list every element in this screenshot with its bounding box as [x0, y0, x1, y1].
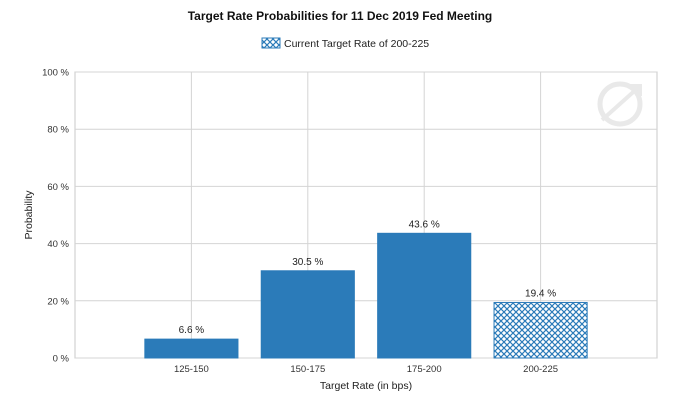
- legend: Current Target Rate of 200-225: [261, 37, 429, 50]
- data-label-200-225: 19.4 %: [525, 289, 556, 300]
- y-tick-label: 0 %: [53, 354, 70, 365]
- y-tick-label: 40 %: [47, 239, 69, 250]
- legend-label: Current Target Rate of 200-225: [284, 38, 429, 50]
- x-axis-ticks: 125-150 150-175 175-200 200-225: [174, 364, 558, 375]
- bar-150-175: [260, 270, 355, 359]
- x-tick-label: 150-175: [290, 364, 325, 375]
- watermark-logo-icon: [597, 81, 643, 127]
- x-axis-title: Target Rate (in bps): [320, 380, 412, 392]
- legend-swatch: [261, 37, 281, 49]
- bar-200-225: [493, 302, 588, 359]
- chart-title: Target Rate Probabilities for 11 Dec 201…: [188, 9, 493, 23]
- bar-125-150: [144, 338, 239, 359]
- x-tick-label: 200-225: [523, 364, 558, 375]
- y-axis-title: Probability: [23, 190, 35, 240]
- y-tick-label: 100 %: [42, 68, 69, 79]
- bar-175-200: [377, 232, 472, 359]
- data-label-125-150: 6.6 %: [179, 325, 205, 336]
- y-tick-label: 20 %: [47, 296, 69, 307]
- y-axis-ticks: 0 % 20 % 40 % 60 % 80 % 100 %: [42, 68, 69, 365]
- bars: [144, 232, 588, 359]
- x-tick-label: 125-150: [174, 364, 209, 375]
- data-label-175-200: 43.6 %: [409, 219, 440, 230]
- y-tick-label: 80 %: [47, 125, 69, 136]
- data-labels: 6.6 % 30.5 % 43.6 % 19.4 %: [179, 219, 557, 336]
- x-tick-label: 175-200: [407, 364, 442, 375]
- data-label-150-175: 30.5 %: [292, 257, 323, 268]
- y-tick-label: 60 %: [47, 182, 69, 193]
